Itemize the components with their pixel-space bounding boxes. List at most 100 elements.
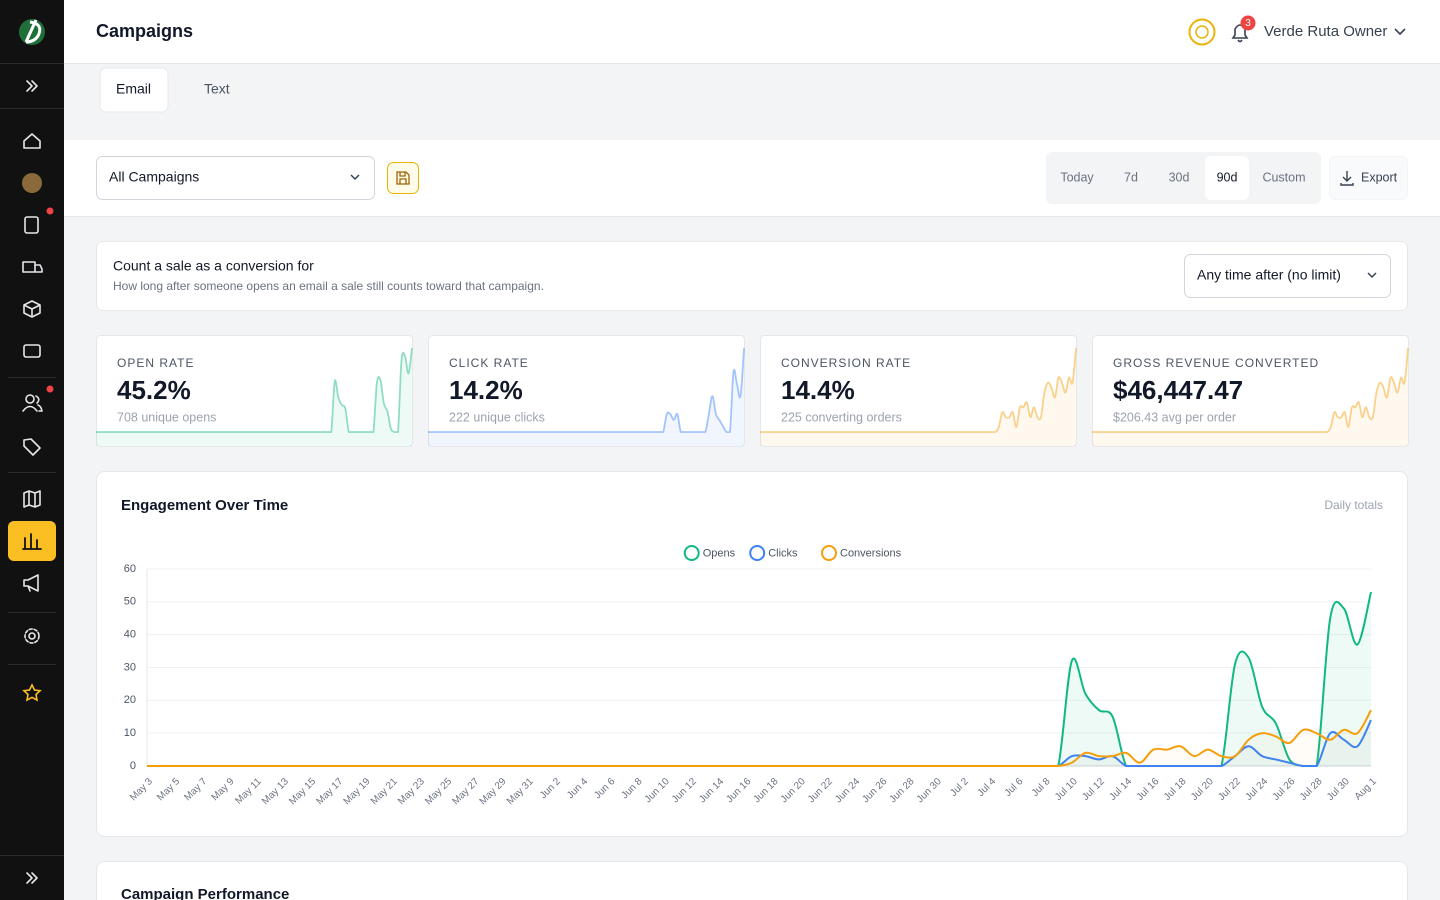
expand-icon[interactable]: [26, 80, 38, 92]
kpi-cards: OPEN RATE 45.2% 708 unique opens CLICK RATE…: [95, 335, 1409, 447]
chart-subtitle: Daily totals: [1324, 498, 1383, 512]
user-menu[interactable]: Verde Ruta Owner: [1264, 23, 1387, 40]
legend-label[interactable]: Clicks: [768, 547, 798, 559]
notifications-button[interactable]: [1231, 24, 1249, 43]
kpi-value: 14.2%: [449, 375, 523, 405]
media-icon[interactable]: [23, 344, 41, 358]
export-icon[interactable]: [1340, 171, 1354, 186]
tab[interactable]: Text: [204, 81, 230, 97]
conversion-card: [96, 241, 1408, 311]
y-tick-label: 20: [124, 694, 136, 706]
logo: [19, 19, 45, 45]
sparkline-area: [96, 348, 412, 446]
favorites-icon[interactable]: [22, 683, 42, 702]
kpi-card: [428, 335, 745, 447]
range-active-bg[interactable]: [1205, 156, 1249, 200]
home-icon[interactable]: [23, 133, 41, 149]
kpi-label: OPEN RATE: [117, 356, 194, 370]
y-tick-label: 50: [124, 596, 136, 608]
active-nav-bg[interactable]: [8, 521, 56, 561]
sparkline: [427, 347, 745, 433]
map-icon[interactable]: [23, 490, 41, 508]
save-icon[interactable]: [396, 171, 410, 185]
series-area: [147, 591, 1371, 766]
kpi-label: GROSS REVENUE CONVERTED: [1113, 356, 1319, 370]
kpi-value: 45.2%: [117, 375, 191, 405]
y-tick-label: 40: [124, 629, 136, 641]
series-line: [147, 709, 1372, 767]
performance-card: [96, 861, 1408, 900]
settings-icon[interactable]: [24, 628, 40, 644]
campaign-select[interactable]: [96, 156, 375, 200]
legend-marker[interactable]: [821, 545, 837, 561]
store-avatar[interactable]: [22, 173, 42, 193]
conversion-description: How long after someone opens an email a …: [113, 279, 544, 293]
expand-icon[interactable]: [26, 872, 38, 884]
kpi-label: CLICK RATE: [449, 356, 529, 370]
legend-label[interactable]: Opens: [703, 547, 736, 559]
sparkline: [759, 347, 1077, 433]
kpi-sub: 708 unique opens: [117, 410, 216, 424]
kpi-card: [96, 335, 413, 447]
chevron[interactable]: [350, 174, 360, 181]
campaigns-icon[interactable]: [23, 574, 39, 592]
tags-icon[interactable]: [23, 438, 41, 456]
sparkline-area: [1092, 348, 1408, 446]
export-button[interactable]: [1329, 156, 1408, 200]
notification-badge: [1240, 15, 1256, 31]
chevron[interactable]: [1367, 272, 1377, 279]
y-tick-label: 0: [130, 760, 136, 772]
range-group: [1046, 152, 1321, 204]
kpi-card: [760, 335, 1077, 447]
sparkline-area: [428, 348, 744, 446]
legend-marker[interactable]: [749, 545, 766, 561]
kpi-sub: 222 unique clicks: [449, 410, 545, 424]
chart-title: Engagement Over Time: [121, 497, 288, 514]
badge-dot: [46, 207, 54, 215]
conversion-title: Count a sale as a conversion for: [113, 258, 314, 274]
conversion-select-value[interactable]: Any time after (no limit): [1197, 267, 1341, 283]
help-button[interactable]: [1188, 18, 1216, 46]
kpi-sub: 225 converting orders: [781, 410, 902, 424]
sidebar: [0, 0, 64, 900]
range-button[interactable]: 7d: [1124, 170, 1138, 184]
sparkline: [95, 347, 413, 433]
campaign-select-value[interactable]: All Campaigns: [109, 169, 199, 185]
kpi-label: CONVERSION RATE: [781, 356, 911, 370]
kpi-card: [1092, 335, 1409, 447]
customers-icon[interactable]: [22, 394, 43, 412]
header: [64, 0, 1440, 63]
y-tick-label: 10: [124, 727, 136, 739]
range-button[interactable]: 30d: [1169, 170, 1190, 184]
legend-marker[interactable]: [683, 545, 700, 561]
tab-bar: Email Text: [99, 67, 230, 113]
range-button[interactable]: Today: [1060, 170, 1094, 184]
orders-icon[interactable]: [24, 216, 39, 234]
notification-count: 3: [1245, 18, 1251, 29]
page-title: Campaigns: [96, 21, 193, 41]
kpi-value: 14.4%: [781, 375, 855, 405]
y-tick-label: 60: [124, 563, 136, 575]
kpi-value: $46,447.47: [1113, 375, 1243, 405]
range-button[interactable]: 90d: [1217, 170, 1238, 184]
kpi-sub: $206.43 avg per order: [1113, 410, 1236, 424]
legend-label[interactable]: Conversions: [840, 547, 902, 559]
badge-dot: [46, 385, 54, 393]
y-tick-label: 30: [124, 661, 136, 673]
tab-active-bg[interactable]: [99, 67, 169, 113]
range-button[interactable]: Custom: [1262, 170, 1305, 184]
shipping-icon[interactable]: [22, 261, 43, 273]
sparkline: [1091, 347, 1409, 433]
export-label[interactable]: Export: [1361, 170, 1398, 184]
section-title: Campaign Performance: [121, 886, 289, 900]
chart-card: [96, 471, 1408, 837]
save-button[interactable]: [387, 162, 419, 194]
tab[interactable]: Email: [116, 81, 151, 97]
chevron[interactable]: [1394, 28, 1406, 36]
range-buttons: Today 7d 30d 90d Custom: [1060, 156, 1306, 200]
analytics-icon[interactable]: [22, 533, 42, 550]
conversion-select[interactable]: [1184, 254, 1391, 298]
products-icon[interactable]: [23, 300, 41, 318]
